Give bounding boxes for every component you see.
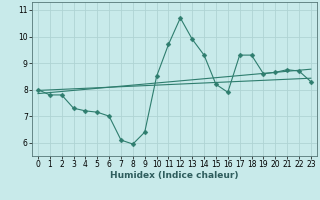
X-axis label: Humidex (Indice chaleur): Humidex (Indice chaleur) — [110, 171, 239, 180]
